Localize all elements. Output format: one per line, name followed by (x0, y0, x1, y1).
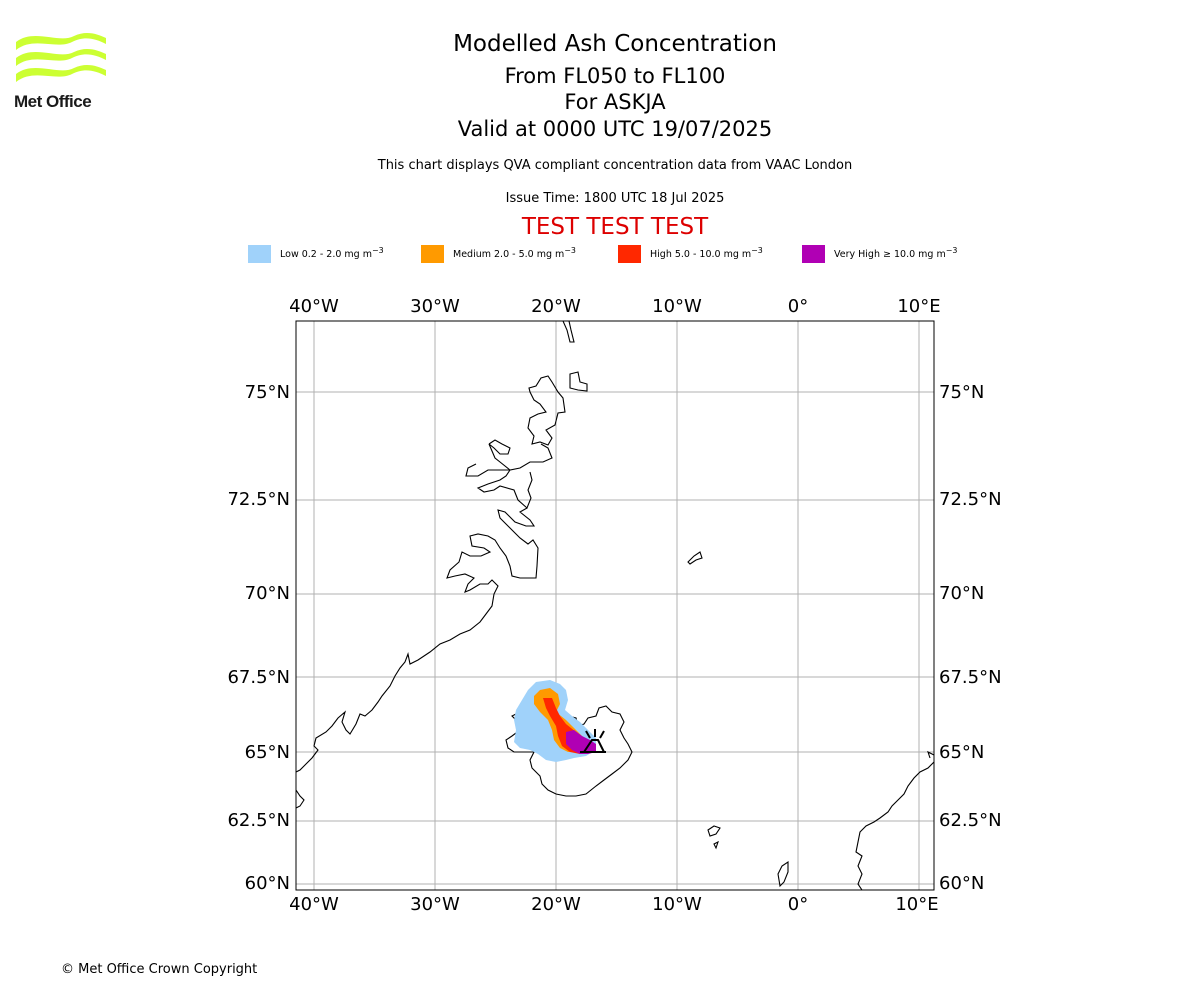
legend-swatch-low (248, 244, 271, 263)
ash-very-high (566, 730, 596, 754)
coastlines (296, 321, 934, 890)
legend-swatch-high (618, 244, 641, 263)
ash-plume (514, 680, 596, 762)
lon-tick-top: 10°W (652, 296, 702, 317)
lat-tick-left: 65°N (245, 742, 290, 763)
lat-tick-left: 60°N (245, 873, 290, 894)
logo-text: Met Office (14, 92, 92, 111)
lat-tick-left: 62.5°N (227, 810, 290, 831)
legend-item-low: Low 0.2 - 2.0 mg m−3 (248, 244, 384, 263)
lon-tick-bottom: 10°E (895, 894, 938, 915)
lat-tick-right: 65°N (939, 742, 984, 763)
lat-tick-left: 72.5°N (227, 489, 290, 510)
legend-label-low: Low 0.2 - 2.0 mg m−3 (280, 246, 384, 261)
lat-tick-right: 67.5°N (939, 667, 1002, 688)
lat-tick-right: 62.5°N (939, 810, 1002, 831)
lon-tick-top: 10°E (897, 296, 940, 317)
lon-tick-top: 40°W (289, 296, 339, 317)
legend-label-very-high: Very High ≥ 10.0 mg m−3 (834, 246, 958, 261)
faroe-coast (707, 825, 721, 850)
lon-tick-top: 20°W (531, 296, 581, 317)
lon-tick-top: 0° (788, 296, 808, 317)
legend-swatch-medium (421, 244, 444, 263)
subtitle-levels: From FL050 to FL100 (504, 64, 726, 88)
map-frame (295, 320, 935, 891)
lon-tick-bottom: 0° (788, 894, 808, 915)
lon-tick-top: 30°W (410, 296, 460, 317)
test-banner: TEST TEST TEST (521, 214, 709, 240)
subtitle-valid-time: Valid at 0000 UTC 19/07/2025 (457, 117, 773, 141)
lat-tick-left: 70°N (245, 583, 290, 604)
copyright-notice: © Met Office Crown Copyright (61, 962, 258, 977)
jan-mayen-coast (687, 551, 703, 565)
legend-label-medium: Medium 2.0 - 5.0 mg m−3 (453, 246, 576, 261)
subtitle-volcano: For ASKJA (564, 90, 666, 114)
chart-title: Modelled Ash Concentration (453, 31, 777, 57)
norway-coast (855, 750, 934, 890)
legend-item-medium: Medium 2.0 - 5.0 mg m−3 (421, 244, 576, 263)
volcano-icon (580, 729, 606, 753)
met-office-logo (16, 32, 106, 82)
legend-label-high: High 5.0 - 10.0 mg m−3 (650, 246, 763, 261)
legend-item-high: High 5.0 - 10.0 mg m−3 (618, 244, 763, 263)
lat-tick-right: 60°N (939, 873, 984, 894)
legend-item-very-high: Very High ≥ 10.0 mg m−3 (802, 244, 957, 263)
lat-tick-right: 72.5°N (939, 489, 1002, 510)
lon-tick-bottom: 10°W (652, 894, 702, 915)
lon-tick-bottom: 20°W (531, 894, 581, 915)
chart-description: This chart displays QVA compliant concen… (377, 158, 853, 173)
greenland-coast (296, 321, 588, 809)
lat-tick-left: 67.5°N (227, 667, 290, 688)
lat-tick-right: 75°N (939, 382, 984, 403)
gridlines (296, 321, 934, 890)
lon-tick-bottom: 30°W (410, 894, 460, 915)
map-content (296, 321, 934, 890)
issue-time: Issue Time: 1800 UTC 18 Jul 2025 (505, 191, 725, 206)
lat-tick-left: 75°N (245, 382, 290, 403)
lat-tick-right: 70°N (939, 583, 984, 604)
lon-tick-bottom: 40°W (289, 894, 339, 915)
legend-swatch-very-high (802, 244, 825, 263)
shetland-coast (777, 860, 789, 888)
